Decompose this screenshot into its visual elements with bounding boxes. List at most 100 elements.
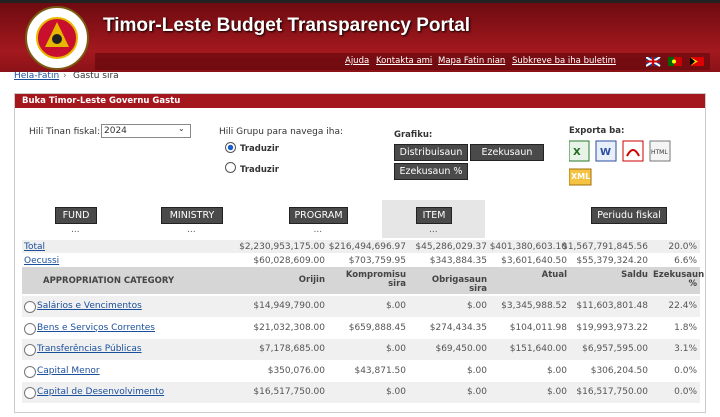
- cell: 20.0%: [668, 242, 697, 252]
- year-arrow: ⌄: [178, 124, 185, 133]
- header-cell: Ezekusaun %: [653, 270, 705, 289]
- table-header: [22, 267, 700, 294]
- cell: $.00: [546, 387, 567, 397]
- cell: $60,028,609.00: [253, 256, 325, 266]
- summary-row: [22, 240, 700, 253]
- row-radio[interactable]: [24, 387, 36, 399]
- language-flags[interactable]: [646, 57, 706, 67]
- cell: 22.4%: [668, 301, 697, 311]
- category-link[interactable]: Bens e Serviços Correntes: [37, 322, 155, 333]
- cell: $.00: [466, 365, 487, 376]
- nav-link[interactable]: Ajuda: [345, 56, 370, 66]
- cell: $2,230,953,175.00: [239, 242, 325, 252]
- header-cell: Obrigasaun sira: [431, 275, 487, 294]
- summary-link[interactable]: Oecussi: [24, 256, 60, 266]
- nav-bar: [95, 53, 710, 70]
- cell: $3,345,988.52: [501, 301, 567, 311]
- cell: $55,379,324.20: [576, 256, 648, 266]
- cell: 6.6%: [674, 256, 697, 266]
- svg-text:HTML: HTML: [651, 149, 668, 156]
- tab-sub: ...: [71, 225, 80, 235]
- nav-link[interactable]: Mapa Fatin nian: [438, 56, 506, 66]
- cell: $21,032,308.00: [253, 322, 325, 333]
- cell: 0.0%: [674, 365, 697, 376]
- category-link[interactable]: Capital de Desenvolvimento: [37, 387, 165, 397]
- cell: $343,884.35: [429, 256, 487, 266]
- panel: [14, 93, 706, 413]
- cell: $19,993,973.22: [576, 322, 648, 333]
- table-row: [22, 382, 700, 404]
- tab-sub: ...: [313, 225, 323, 235]
- cell: 1.8%: [674, 322, 697, 333]
- cell: 0.0%: [674, 387, 697, 397]
- cell: $69,450.00: [435, 344, 487, 354]
- breadcrumb-current: Gastu sira: [73, 71, 119, 81]
- chart-label: Grafiku:: [394, 130, 433, 140]
- header-cell: Orijin: [298, 275, 325, 285]
- cell: $.00: [385, 344, 406, 354]
- group-label: Hili Grupu para navega iha:: [219, 127, 344, 137]
- breadcrumb-link[interactable]: Hela-Fatin: [14, 71, 60, 81]
- summary-link[interactable]: Total: [24, 242, 46, 252]
- panel-header: [15, 94, 705, 108]
- tab-sub: ...: [429, 225, 438, 235]
- row-radio[interactable]: [24, 301, 36, 313]
- chart-button[interactable]: Ezekusaun: [470, 144, 544, 161]
- row-radio[interactable]: [24, 344, 36, 356]
- emblem: [25, 6, 89, 70]
- cell: $6,957,595.00: [582, 344, 648, 354]
- export-icons[interactable]: X W HTML: [569, 139, 673, 187]
- nav-link[interactable]: Subkreve ba iha buletim: [512, 56, 616, 66]
- cell: $3,601,640.50: [501, 256, 567, 266]
- cell: $216,494,696.97: [328, 242, 406, 252]
- summary-row: [22, 254, 700, 267]
- tab-button[interactable]: FUND: [55, 207, 97, 224]
- cell: $306,204.50: [590, 365, 648, 376]
- radio[interactable]: [225, 162, 236, 173]
- breadcrumb-sep: ›: [63, 71, 67, 81]
- header-cell: Atual: [541, 270, 567, 280]
- cell: $703,759.95: [348, 256, 406, 266]
- cell: $45,286,029.37: [415, 242, 487, 252]
- export-xml[interactable]: XML: [571, 172, 591, 181]
- cell: $274,434.35: [429, 322, 487, 333]
- year-select[interactable]: 2024: [101, 124, 191, 138]
- year-label: Hili Tinan fiskal:: [29, 127, 101, 137]
- cell: $16,517,750.00: [253, 387, 325, 397]
- cell: $1,567,791,845.56: [562, 242, 648, 252]
- group-option: Traduzir: [240, 165, 279, 175]
- cell: $.00: [385, 387, 406, 397]
- cell: $.00: [466, 301, 487, 311]
- cell: $350,076.00: [267, 365, 325, 376]
- category-link[interactable]: Transferências Públicas: [37, 344, 142, 354]
- cell: $.00: [385, 301, 406, 311]
- nav-link[interactable]: Kontakta ami: [376, 56, 433, 66]
- tab-sub: ...: [187, 225, 196, 235]
- tab-button[interactable]: MINISTRY: [161, 207, 223, 224]
- cell: 3.1%: [674, 344, 697, 354]
- cell: $401,380,603.10: [489, 242, 567, 252]
- chart-button[interactable]: Distribuisaun: [394, 144, 468, 161]
- tab-button[interactable]: Periudu fiskal: [591, 207, 667, 224]
- category-link[interactable]: Salários e Vencimentos: [37, 301, 142, 311]
- radio[interactable]: [225, 142, 236, 153]
- header-cell: Kompromisu sira: [345, 270, 406, 289]
- row-radio[interactable]: [24, 365, 36, 378]
- row-radio[interactable]: [24, 322, 36, 335]
- cell: $659,888.45: [348, 322, 406, 333]
- svg-text:W: W: [600, 147, 611, 158]
- export-label: Exporta ba:: [569, 126, 625, 136]
- svg-text:X: X: [573, 147, 581, 158]
- category-link[interactable]: Capital Menor: [37, 365, 100, 376]
- cell: $.00: [466, 387, 487, 397]
- header-cell: APPROPRIATION CATEGORY: [43, 276, 175, 286]
- cell: $14,949,790.00: [253, 301, 325, 311]
- tab-button[interactable]: PROGRAM: [289, 207, 348, 224]
- chart-button[interactable]: Ezekusaun %: [394, 163, 468, 180]
- tab-button[interactable]: ITEM: [416, 207, 452, 224]
- header-cell: Saldu: [621, 270, 648, 280]
- cell: $43,871.50: [354, 365, 406, 376]
- group-option: Traduzir: [240, 144, 279, 154]
